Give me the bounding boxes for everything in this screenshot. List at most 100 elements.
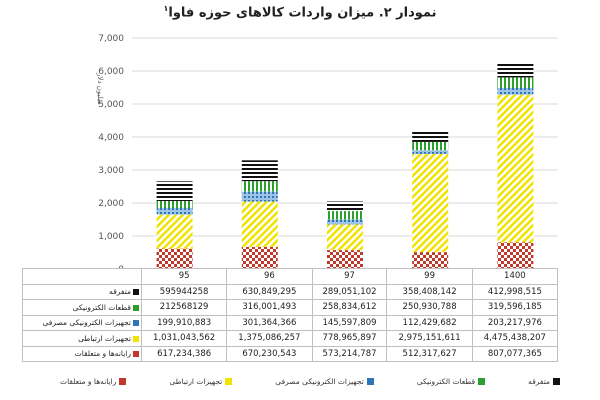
bar-segment bbox=[241, 191, 278, 202]
legend-label: تجهیزات ارتباطی bbox=[169, 376, 223, 386]
table-cell: 617,234,386 bbox=[140, 345, 228, 362]
legend-swatch-icon bbox=[133, 351, 139, 358]
bar-segment bbox=[241, 201, 278, 247]
bar-segment bbox=[327, 219, 363, 225]
table-cell: 512,317,627 bbox=[386, 345, 473, 362]
table-row: تجهیزات الکترونیکی مصرفی 199,910,883 301,3… bbox=[22, 314, 559, 331]
table-cell: 573,214,787 bbox=[311, 345, 388, 362]
y-tick-label: 2,000 bbox=[98, 199, 124, 209]
table-header-cell: 1400 bbox=[471, 268, 559, 285]
bar-segment bbox=[412, 141, 449, 151]
bar-segment bbox=[412, 150, 449, 154]
legend-label: تجهیزات الکترونیکی مصرفی bbox=[275, 376, 364, 386]
table-cell: 145,597,809 bbox=[311, 314, 388, 331]
table-cell: 319,596,185 bbox=[471, 299, 559, 316]
bar-segment bbox=[497, 77, 534, 88]
legend-swatch-icon bbox=[119, 377, 127, 385]
bar-segment bbox=[412, 130, 449, 142]
bar-segment bbox=[497, 87, 534, 95]
legend-label: قطعات الکترونیکی bbox=[416, 376, 476, 386]
legend-swatch-icon bbox=[478, 377, 486, 385]
legend-label: رایانه‌ها و متعلقات bbox=[60, 376, 117, 386]
table-cell: 199,910,883 bbox=[140, 314, 228, 331]
table-row: تجهیزات ارتباطی 1,031,043,562 1,375,086,25… bbox=[22, 330, 559, 347]
title-footnote-mark: ۱ bbox=[163, 4, 169, 13]
y-tick-label: 4,000 bbox=[98, 133, 124, 143]
y-tick-label: 7,000 bbox=[98, 34, 124, 44]
table-header-row: 95 96 97 99 1400 bbox=[22, 268, 559, 285]
bar-segment bbox=[412, 252, 449, 268]
table-cell: 1,375,086,257 bbox=[226, 330, 313, 347]
bar-segment bbox=[241, 181, 278, 192]
bar-segment bbox=[497, 242, 534, 268]
table-header-cell: 96 bbox=[226, 268, 313, 285]
bar-segment bbox=[156, 181, 193, 201]
legend-swatch-icon bbox=[366, 377, 374, 385]
y-tick-label: 3,000 bbox=[98, 166, 124, 176]
bar-segment bbox=[327, 211, 363, 220]
table-cell: 595944258 bbox=[140, 283, 228, 300]
bar-segment bbox=[327, 250, 363, 268]
y-tick-label: 1,000 bbox=[98, 232, 124, 242]
legend-item: متفرقه bbox=[528, 374, 560, 388]
y-tick-label: 5,000 bbox=[98, 100, 124, 110]
table-header-cell: 95 bbox=[140, 268, 228, 285]
bar-segment bbox=[156, 214, 193, 249]
table-cell: 2,975,151,611 bbox=[386, 330, 473, 347]
y-tick-label: 6,000 bbox=[98, 67, 124, 77]
table-header-cell: 99 bbox=[386, 268, 473, 285]
legend-swatch-icon bbox=[133, 320, 139, 327]
table-row: رایانه‌ها و متعلقات 617,234,386 670,230,54… bbox=[22, 345, 559, 362]
chart-legend: رایانه‌ها و متعلقات تجهیزات ارتباطی تجهیزا… bbox=[60, 374, 560, 388]
table-row-label: قطعات الکترونیکی bbox=[22, 299, 142, 316]
y-axis-label: میلیون دلار bbox=[96, 73, 104, 105]
bar-segment bbox=[497, 94, 534, 243]
table-cell: 1,031,043,562 bbox=[140, 330, 228, 347]
table-cell: 301,364,366 bbox=[226, 314, 313, 331]
table-cell: 289,051,102 bbox=[311, 283, 388, 300]
table-cell: 4,475,438,207 bbox=[471, 330, 559, 347]
table-row: قطعات الکترونیکی 212568129 316,001,493 258,… bbox=[22, 299, 559, 316]
bar-segment bbox=[327, 224, 363, 251]
legend-label: متفرقه bbox=[528, 376, 550, 386]
table-cell: 670,230,543 bbox=[226, 345, 313, 362]
y-tick-label: 0 bbox=[118, 265, 124, 268]
table-cell: 630,849,295 bbox=[226, 283, 313, 300]
legend-item: قطعات الکترونیکی bbox=[416, 374, 486, 388]
bar-segment bbox=[156, 248, 193, 268]
bar-segment bbox=[327, 201, 363, 212]
table-cell: 203,217,976 bbox=[471, 314, 559, 331]
bar-segment bbox=[156, 208, 193, 215]
bar-segment bbox=[497, 63, 534, 78]
legend-swatch-icon bbox=[133, 335, 139, 342]
bar-segment bbox=[412, 153, 449, 253]
legend-item: تجهیزات ارتباطی bbox=[169, 374, 233, 388]
table-cell: 212568129 bbox=[140, 299, 228, 316]
table-header-cell: 97 bbox=[311, 268, 388, 285]
legend-item: تجهیزات الکترونیکی مصرفی bbox=[275, 374, 374, 388]
legend-swatch-icon bbox=[133, 289, 139, 296]
table-row-label: رایانه‌ها و متعلقات bbox=[22, 345, 142, 362]
chart-title: نمودار ۲. میزان واردات کالاهای حوزه فاوا… bbox=[163, 4, 437, 21]
chart-plot: 0 1,000 2,000 3,000 4,000 5,000 6,000 7,000 bbox=[98, 34, 558, 268]
table-corner bbox=[22, 268, 142, 285]
table-row-label: تجهیزات الکترونیکی مصرفی bbox=[22, 314, 142, 331]
table-cell: 316,001,493 bbox=[226, 299, 313, 316]
data-table: 95 96 97 99 1400 متفرقه 595944258 630,849,… bbox=[22, 268, 559, 362]
table-cell: 112,429,682 bbox=[386, 314, 473, 331]
table-cell: 807,077,365 bbox=[471, 345, 559, 362]
table-cell: 258,834,612 bbox=[311, 299, 388, 316]
table-cell: 250,930,788 bbox=[386, 299, 473, 316]
legend-swatch-icon bbox=[553, 377, 560, 385]
bar-segment bbox=[156, 200, 193, 209]
bar-segment bbox=[241, 246, 278, 268]
table-cell: 412,998,515 bbox=[471, 283, 559, 300]
legend-swatch-icon bbox=[225, 377, 233, 385]
legend-item: رایانه‌ها و متعلقات bbox=[60, 374, 127, 388]
bar-segment bbox=[241, 160, 278, 182]
table-cell: 778,965,897 bbox=[311, 330, 388, 347]
table-cell: 358,408,142 bbox=[386, 283, 473, 300]
table-row: متفرقه 595944258 630,849,295 289,051,102 358… bbox=[22, 283, 559, 300]
table-row-label: تجهیزات ارتباطی bbox=[22, 330, 142, 347]
